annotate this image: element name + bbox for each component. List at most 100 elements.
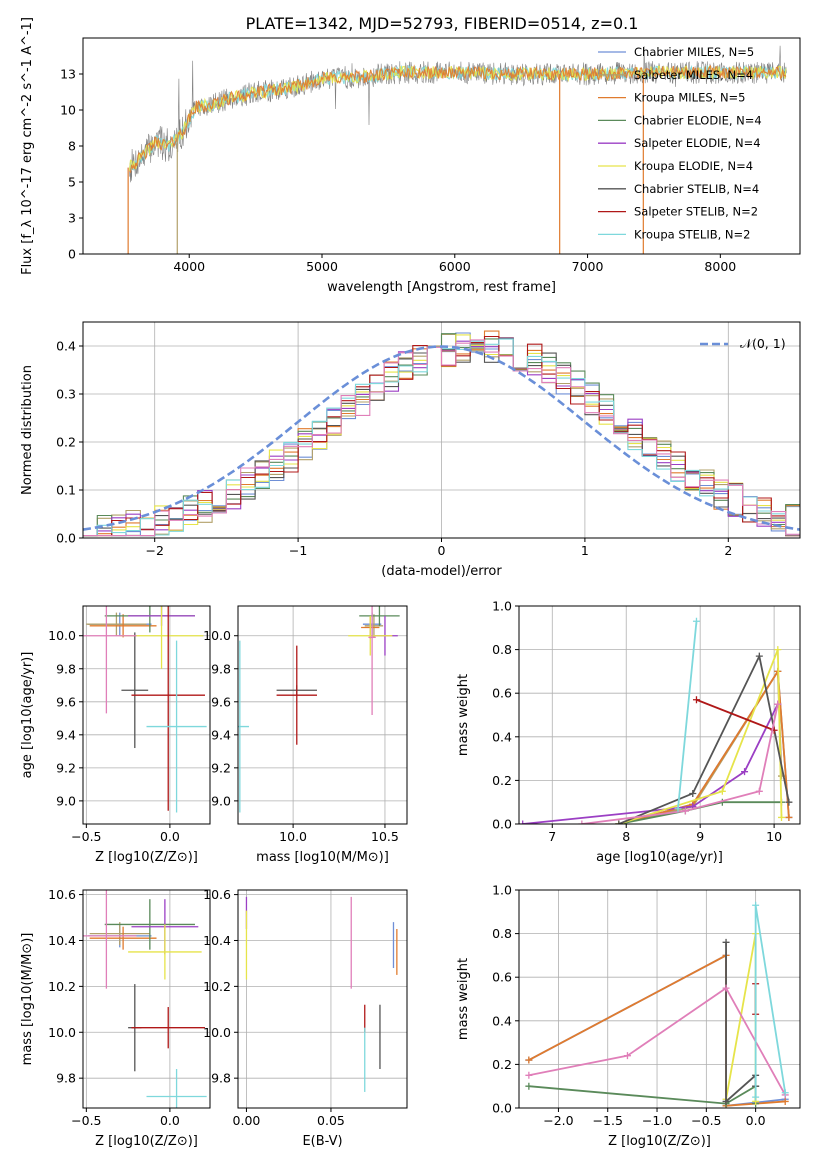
series-marker: [692, 696, 700, 704]
series-path: [725, 933, 757, 1102]
y-axis-label: Normed distribution: [20, 365, 35, 495]
axes-frame: [82, 889, 211, 1109]
x-axis-label: E(B-V): [302, 1134, 342, 1149]
tick-label-x: 8000: [704, 259, 736, 274]
plot-area: [83, 890, 207, 1108]
errorbar-point: [121, 632, 149, 749]
tick-label-x: 5000: [306, 259, 338, 274]
tick-label-y: 0.4: [492, 729, 512, 744]
errorbar-point: [276, 645, 317, 745]
tick-label-y: 5: [68, 175, 76, 190]
tick-label-y: 0.2: [56, 435, 76, 450]
tick-label-y: 1.0: [492, 883, 512, 898]
panel-mass_weight_vs_age: 7 8 9 10 0.0 0.2 0.4 0.6 0.8 1.0 age [log10(age/yr…: [456, 599, 801, 865]
tick-label-y: 10.4: [48, 933, 76, 948]
tick-label-y: 9.0: [211, 793, 231, 808]
tick-label-x: −2.0: [543, 1113, 573, 1128]
panel-age_vs_mass: 10.0 10.5 9.0 9.2 9.4 9.6 9.8 10.0 mass [log10(M…: [203, 605, 408, 865]
x-axis-label: Z [log10(Z/Z⊙)]: [608, 1134, 711, 1149]
errorbar-point: [146, 1068, 207, 1108]
series-marker: [785, 798, 793, 806]
panel-residuals: −2 −1 0 1 2 0.0 0.1 0.2 0.3 0.4 (data-model)/error…: [20, 321, 801, 579]
series-marker: [525, 1071, 533, 1079]
tick-label-y: 9.0: [56, 793, 76, 808]
panel-mass_vs_EBV: 0.00 0.05 9.8 10.0 10.2 10.4 10.6 E(B-V): [203, 887, 408, 1149]
tick-label-x: 7: [548, 829, 556, 844]
series-marker: [781, 1089, 789, 1097]
tick-label-y: 9.8: [56, 1071, 76, 1086]
series-marker: [519, 820, 527, 824]
series-line: [722, 930, 760, 1105]
errorbar-point: [359, 606, 400, 626]
series-marker: [755, 787, 763, 795]
errorbar-point: [83, 606, 137, 714]
tick-label-x: 4000: [173, 259, 205, 274]
tick-label-x: −0.5: [691, 1113, 721, 1128]
errorbar-point: [89, 922, 150, 946]
tick-label-y: 9.6: [211, 694, 231, 709]
tick-label-x: 8: [622, 829, 630, 844]
errorbar-point: [131, 606, 205, 811]
histogram-series: [83, 335, 800, 537]
tick-label-y: 10.0: [48, 1025, 76, 1040]
series-line: [692, 696, 778, 734]
legend-label: Kroupa ELODIE, N=4: [634, 159, 753, 173]
x-axis-label: mass [log10(M/M⊙)]: [256, 850, 389, 865]
axes-frame: [237, 889, 408, 1109]
panel-mass_vs_Z: −0.5 0.0 9.8 10.0 10.2 10.4 10.6 Z [log10(Z/Z⊙)…: [20, 887, 211, 1149]
tick-label-y: 0.0: [492, 817, 512, 832]
series-path: [618, 668, 790, 824]
series-marker: [525, 1082, 533, 1090]
tick-label-x: 7000: [572, 259, 604, 274]
tick-label-y: 10.6: [203, 887, 231, 902]
tick-label-y: 8: [68, 139, 76, 154]
y-axis-label: mass weight: [456, 958, 471, 1040]
series-marker: [781, 1097, 789, 1105]
series-marker: [755, 652, 763, 660]
errorbar-point: [364, 614, 384, 638]
series-marker: [774, 700, 782, 708]
errorbar-point: [348, 615, 393, 656]
tick-label-y: 10: [60, 103, 76, 118]
tick-label-y: 10.0: [48, 628, 76, 643]
series-path: [696, 698, 775, 732]
tick-label-y: 3: [68, 211, 76, 226]
axes-frame: [518, 605, 801, 825]
tick-label-y: 0.6: [492, 686, 512, 701]
series-marker: [785, 813, 793, 821]
series-line: [578, 700, 782, 824]
series-marker: [752, 1093, 760, 1101]
series-marker: [722, 1097, 730, 1105]
series-marker: [692, 617, 700, 625]
series-line: [674, 617, 700, 813]
legend: 𝒩(0, 1): [700, 336, 786, 351]
plot-area: [83, 606, 207, 813]
tick-label-x: 0.0: [160, 1113, 180, 1128]
series-marker: [525, 1056, 533, 1064]
tick-label-y: 0.2: [492, 1057, 512, 1072]
errorbar-point: [368, 606, 376, 715]
legend-label: Salpeter STELIB, N=2: [634, 205, 758, 219]
series-marker: [681, 807, 689, 815]
series-line: [722, 938, 760, 1105]
errorbar-point: [238, 640, 250, 813]
tick-label-y: 0.4: [56, 339, 76, 354]
legend-label: Chabrier MILES, N=5: [634, 45, 754, 59]
spectrum-model: [129, 64, 787, 174]
axes-frame: [82, 605, 211, 825]
tick-label-x: 1: [581, 543, 589, 558]
panel-mass_weight_vs_Z: −2.0 −1.5 −1.0 −0.5 0.0 0.0 0.2 0.4 0.6 0.8 1.0 Z […: [456, 883, 801, 1149]
tick-label-x: 10: [766, 829, 782, 844]
tick-label-x: 0.0: [746, 1113, 766, 1128]
tick-label-y: 0.8: [492, 642, 512, 657]
tick-label-x: −1: [289, 543, 307, 558]
tick-label-x: 6000: [439, 259, 471, 274]
series-marker: [778, 813, 786, 821]
tick-label-y: 0.1: [56, 483, 76, 498]
plot-area: [519, 617, 793, 824]
series-marker: [722, 984, 730, 992]
x-axis-label: age [log10(age/yr)]: [596, 850, 723, 865]
y-axis-label: Flux [f_λ 10^-17 erg cm^-2 s^-1 A^-1]: [20, 17, 35, 275]
